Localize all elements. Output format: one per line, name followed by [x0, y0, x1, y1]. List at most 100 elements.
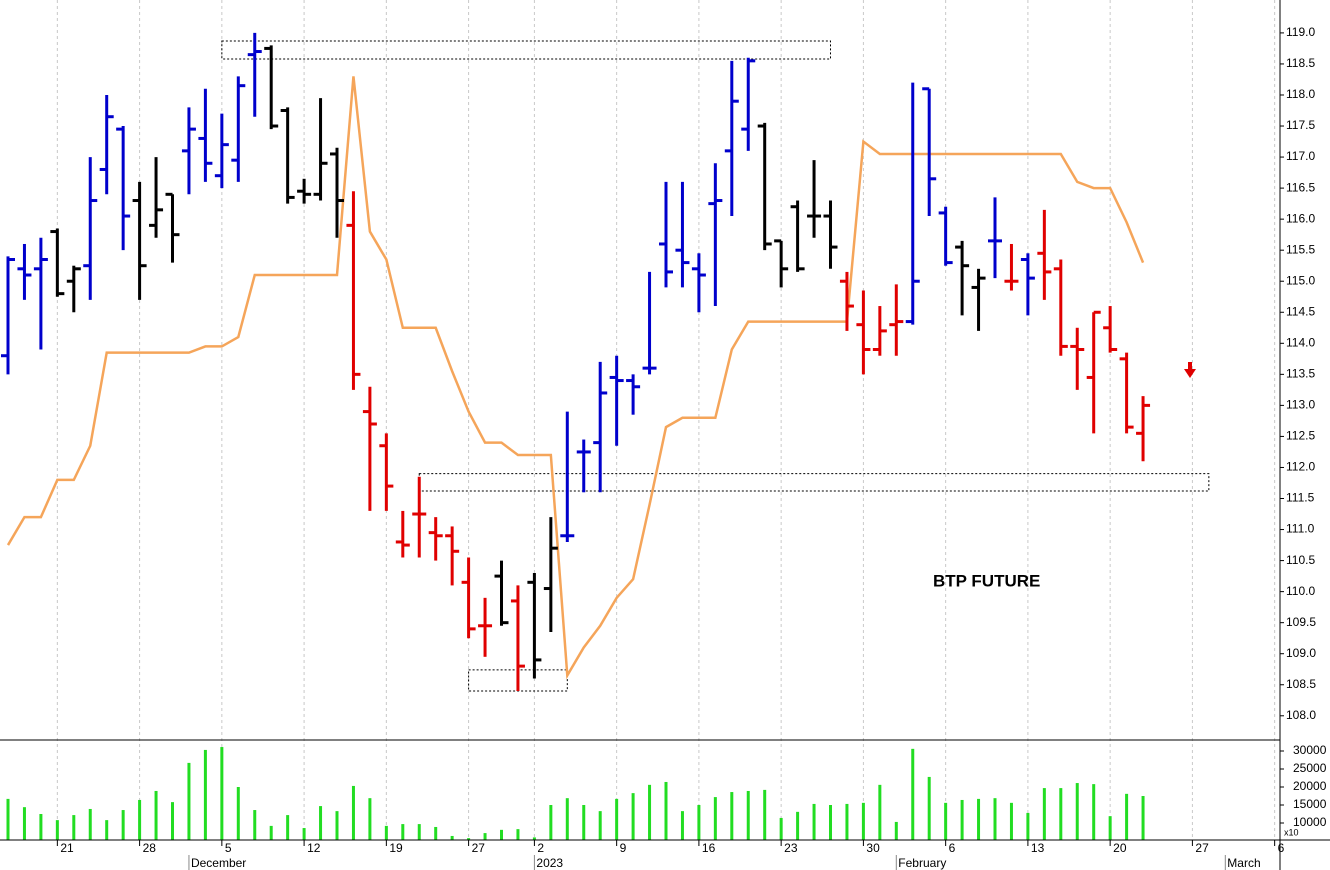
- volume-y-tick-label: 20000: [1293, 779, 1327, 793]
- ohlc-bar: [889, 284, 904, 356]
- x-tick-label: 19: [389, 841, 403, 855]
- month-label: 2023: [536, 856, 563, 870]
- volume-bar: [779, 817, 783, 840]
- zone: [221, 40, 832, 60]
- volume-bar: [648, 784, 652, 840]
- ohlc-bar: [839, 271, 854, 331]
- y-tick-label: 117.0: [1286, 149, 1315, 163]
- ohlc-bar: [1136, 396, 1151, 462]
- ohlc-bar: [297, 178, 312, 204]
- volume-bar: [1059, 788, 1063, 840]
- ohlc-bar: [478, 597, 493, 657]
- ohlc-bar: [379, 433, 394, 511]
- ohlc-bar: [1086, 310, 1101, 434]
- ohlc-bar: [856, 290, 871, 375]
- ohlc-bar: [757, 122, 772, 251]
- arrow-shaft: [1188, 362, 1192, 370]
- ohlc-bar: [247, 32, 262, 117]
- ohlc-bar: [83, 157, 98, 300]
- volume-bar: [763, 789, 767, 840]
- ohlc-bar: [445, 526, 460, 586]
- y-tick-label: 119.0: [1286, 25, 1315, 39]
- ohlc-bar: [412, 476, 427, 558]
- month-label: December: [191, 856, 246, 870]
- volume-bar: [746, 790, 750, 840]
- ohlc-bar: [708, 163, 723, 307]
- ohlc-bar: [99, 94, 114, 195]
- x-tick-label: 9: [620, 841, 627, 855]
- y-tick-label: 111.0: [1286, 522, 1315, 536]
- volume-bar: [894, 821, 898, 840]
- ohlc-bar: [988, 197, 1002, 279]
- volume-bar: [993, 798, 997, 840]
- ohlc-bar: [626, 374, 641, 415]
- x-tick-label: 27: [472, 841, 486, 855]
- ohlc-bar: [1020, 253, 1035, 316]
- volume-bar: [6, 798, 10, 840]
- volume-bar: [549, 805, 553, 840]
- volume-bar: [713, 797, 717, 840]
- volume-bar: [1141, 796, 1145, 840]
- y-tick-label: 114.0: [1286, 335, 1315, 349]
- volume-bar: [878, 784, 882, 840]
- volume-bar: [154, 790, 158, 840]
- ohlc-bar: [66, 265, 81, 313]
- x-tick-label: 21: [60, 841, 74, 855]
- y-tick-label: 115.5: [1286, 242, 1315, 256]
- volume-bar: [500, 829, 503, 840]
- ohlc-bar: [461, 557, 476, 639]
- ohlc-bar: [149, 157, 164, 238]
- y-tick-label: 113.5: [1286, 367, 1315, 381]
- volume-bar: [565, 798, 569, 840]
- month-label: February: [898, 856, 946, 870]
- volume-y-tick-label: 30000: [1293, 743, 1327, 757]
- ohlc-bar: [543, 517, 558, 632]
- volume-bar: [977, 798, 981, 840]
- y-tick-label: 109.0: [1286, 646, 1316, 660]
- volume-bar: [861, 802, 865, 840]
- volume-bar: [1026, 812, 1030, 840]
- ohlc-bar: [264, 45, 279, 130]
- volume-bar: [236, 787, 240, 840]
- ohlc-bar: [576, 439, 591, 493]
- ohlc-bar: [1053, 259, 1068, 356]
- ohlc-bar: [313, 98, 328, 201]
- ohlc-bar: [823, 200, 838, 269]
- y-tick-label: 112.0: [1286, 460, 1315, 474]
- volume-bar: [384, 825, 388, 840]
- volume-bar: [697, 805, 701, 840]
- volume-bar: [187, 762, 191, 840]
- y-tick-label: 114.5: [1286, 304, 1315, 318]
- ohlc-bar: [116, 126, 131, 251]
- y-tick-label: 110.0: [1286, 584, 1315, 598]
- volume-bar: [434, 826, 438, 840]
- ohlc-bar: [807, 160, 822, 238]
- volume-bar: [845, 803, 849, 840]
- volume-bar: [171, 802, 174, 840]
- volume-bar: [105, 820, 109, 840]
- volume-bar: [631, 793, 635, 840]
- volume-bar: [730, 792, 734, 840]
- ohlc-bar: [609, 355, 624, 446]
- volume-bar: [1075, 783, 1079, 840]
- ohlc-bar: [675, 181, 690, 288]
- ohlc-bar: [741, 57, 756, 151]
- volume-bar: [302, 828, 306, 840]
- ohlc-bar: [346, 191, 361, 390]
- y-tick-label: 117.5: [1286, 118, 1315, 132]
- volume-bar: [121, 810, 125, 840]
- y-tick-label: 112.5: [1286, 429, 1315, 443]
- y-tick-label: 116.0: [1286, 211, 1315, 225]
- ohlc-bar: [165, 192, 180, 263]
- ohlc-bar: [494, 560, 509, 626]
- y-tick-label: 111.5: [1286, 491, 1315, 505]
- ohlc-bar: [1070, 327, 1085, 390]
- volume-bar: [483, 833, 487, 840]
- ohlc-bar: [642, 271, 657, 375]
- volume-bar: [269, 825, 273, 840]
- ohlc-bar: [593, 361, 608, 493]
- x-tick-label: 6: [1278, 841, 1285, 855]
- ohlc-bar: [938, 206, 953, 266]
- volume-bar: [1125, 793, 1129, 840]
